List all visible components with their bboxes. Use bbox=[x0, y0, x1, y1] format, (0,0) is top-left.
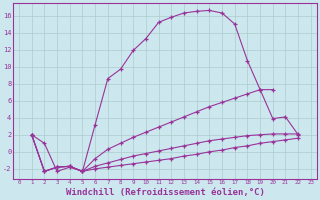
X-axis label: Windchill (Refroidissement éolien,°C): Windchill (Refroidissement éolien,°C) bbox=[66, 188, 264, 197]
